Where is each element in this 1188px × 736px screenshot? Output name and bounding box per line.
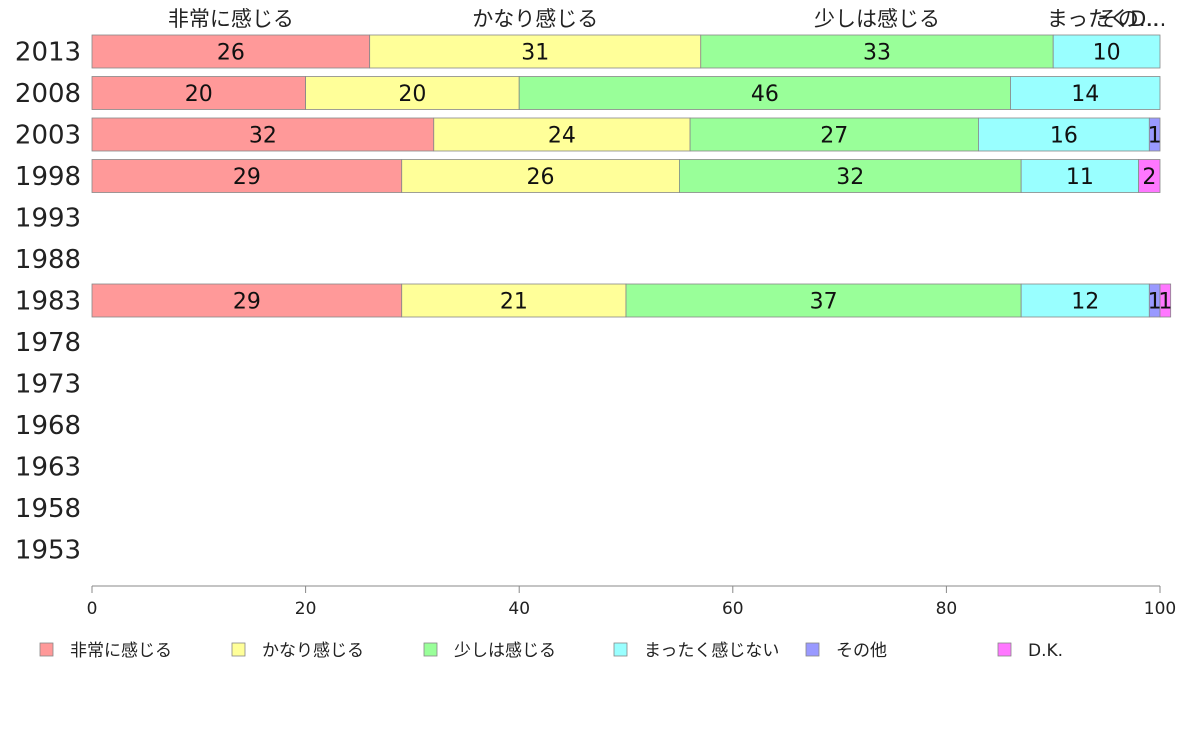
year-label: 1998 [15,162,81,192]
x-tick-label: 100 [1144,599,1176,619]
year-label: 1963 [15,453,81,483]
top-label: その... [1097,7,1159,31]
bar-value-label: 37 [810,290,838,315]
year-label: 2008 [15,79,81,109]
bar-segment [1159,283,1172,318]
legend-swatch [231,642,246,657]
x-tick-label: 40 [508,599,530,619]
bar-segment [679,159,1022,193]
bar-value-label: 31 [521,41,549,66]
legend-label: D.K. [1028,641,1063,661]
year-label: 1978 [15,328,81,358]
bar-segment [978,117,1150,152]
legend-swatch [805,642,820,657]
bar-segment [700,34,1054,69]
x-axis: 0 20 40 60 80 100 [87,585,1176,619]
bar-segment [91,283,403,318]
legend-label: まったく感じない [644,641,779,661]
bar-value-label: 2 [1142,165,1156,190]
bar-segment [401,159,680,193]
bar-value-label: 46 [751,82,779,107]
bar-segment [1052,34,1161,69]
bar-value-label: 26 [217,41,245,66]
year-label: 1968 [15,411,81,441]
bar-value-label: 32 [249,124,277,149]
bar-segment [91,34,371,69]
legend-label: 少しは感じる [454,641,556,661]
year-label: 1973 [15,370,81,400]
x-tick-label: 20 [295,599,317,619]
bar-value-label: 11 [1066,165,1094,190]
year-label: 2003 [15,121,81,151]
bar-segment [91,117,435,152]
top-label: 少しは感じる [814,7,940,31]
year-labels: 2013 2008 2003 1998 1993 1988 1983 1978 1973 1968… [15,38,81,566]
top-label: 非常に感じる [168,7,294,31]
bar-value-label: 32 [836,165,864,190]
bar-segment [1010,76,1161,110]
year-label: 2013 [15,38,81,68]
top-category-labels: 非常に感じる かなり感じる 少しは感じる まったくD...その... [168,7,1166,31]
bar-segment [1138,159,1161,193]
legend-label: 非常に感じる [70,641,172,661]
bar-segment [1148,117,1161,152]
legend: 非常に感じる かなり感じる 少しは感じる まったく感じない その他 D.K. [39,641,1063,661]
year-label: 1958 [15,494,81,524]
bar-value-label: 14 [1071,82,1099,107]
bar-segment [625,283,1022,318]
bar-segment [91,76,307,110]
bar-value-label: 26 [527,165,555,190]
bar-segment [433,117,691,152]
top-label: まったくD... [1047,7,1166,31]
legend-swatch [997,642,1012,657]
x-tick-label: 80 [936,599,958,619]
bar-value-label: 27 [820,124,848,149]
legend-label: かなり感じる [262,641,364,661]
legend-swatch [423,642,438,657]
year-label: 1983 [15,287,81,317]
bar-segment [1020,159,1140,193]
bar-segment [305,76,520,110]
bar-value-label: 10 [1093,41,1121,66]
year-label: 1993 [15,204,81,234]
year-label: 1953 [15,536,81,566]
bar-value-label: 1 [1158,290,1172,315]
bar-value-label: 1 [1148,290,1162,315]
x-tick-label: 60 [722,599,744,619]
top-label: かなり感じる [472,7,598,31]
bar-segment [518,76,1011,110]
bar-value-label: 20 [185,82,213,107]
bar-value-label: 33 [863,41,891,66]
year-label: 1988 [15,245,81,275]
bar-value-label: 1 [1148,124,1162,149]
bar-value-label: 29 [233,165,261,190]
bar-segment [369,34,702,69]
legend-swatch [39,642,54,657]
legend-swatch [613,642,628,657]
bar-value-label: 29 [233,290,261,315]
bar-value-label: 20 [398,82,426,107]
bar-value-label: 24 [548,124,576,149]
bar-value-label: 21 [500,290,528,315]
legend-label: その他 [836,641,887,661]
bar-segment [689,117,979,152]
bar-value-label: 12 [1071,290,1099,315]
bar-value-label: 16 [1050,124,1078,149]
bar-segment [401,283,627,318]
x-tick-label: 0 [87,599,98,619]
